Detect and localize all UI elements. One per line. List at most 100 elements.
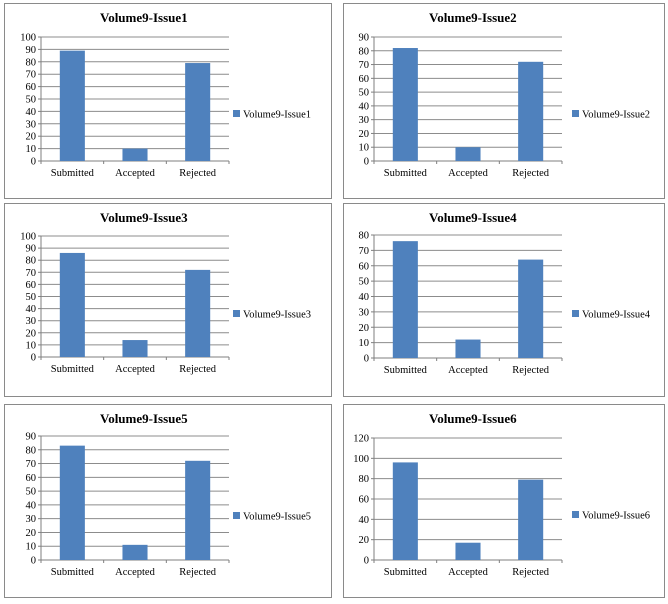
y-tick-label: 70 — [26, 459, 37, 470]
legend-label: Volume9-Issue1 — [243, 110, 311, 121]
y-tick-label: 60 — [359, 74, 370, 85]
bar-rejected — [518, 259, 544, 358]
bar-accepted — [122, 148, 148, 161]
legend-label: Volume9-Issue3 — [243, 310, 311, 321]
x-tick-label: Submitted — [384, 365, 428, 376]
legend-label: Volume9-Issue5 — [243, 512, 311, 523]
x-tick-label: Accepted — [115, 168, 155, 179]
legend-label: Volume9-Issue2 — [582, 110, 650, 121]
y-tick-label: 90 — [26, 244, 37, 255]
y-tick-label: 0 — [364, 157, 369, 168]
y-tick-label: 30 — [26, 514, 37, 525]
y-tick-label: 40 — [359, 515, 370, 526]
y-tick-label: 60 — [26, 82, 37, 93]
y-tick-label: 50 — [26, 487, 37, 498]
x-tick-label: Rejected — [512, 365, 549, 376]
y-tick-label: 20 — [359, 323, 370, 334]
bar-rejected — [185, 63, 211, 161]
y-tick-label: 70 — [26, 268, 37, 279]
chart-panel-6: Volume9-Issue6 0 20 40 60 80 100 120 Submitted Ac… — [343, 404, 665, 598]
x-tick-label: Submitted — [51, 364, 95, 375]
x-tick-label: Rejected — [512, 567, 549, 578]
y-tick-label: 20 — [359, 129, 370, 140]
legend-swatch — [233, 310, 240, 317]
x-tick-label: Rejected — [179, 364, 216, 375]
y-tick-label: 50 — [26, 95, 37, 106]
y-tick-label: 40 — [26, 304, 37, 315]
y-tick-label: 0 — [31, 353, 36, 364]
chart-title: Volume9-Issue5 — [100, 411, 188, 426]
y-tick-label: 10 — [359, 338, 370, 349]
y-tick-label: 20 — [26, 528, 37, 539]
y-tick-label: 80 — [359, 46, 370, 57]
y-tick-label: 50 — [359, 277, 370, 288]
chart-panel-3: Volume9-Issue3 0 10 20 30 40 50 60 70 80 90 100 Subm… — [4, 203, 332, 397]
y-tick-label: 20 — [359, 535, 370, 546]
y-tick-label: 100 — [20, 33, 36, 44]
y-tick-label: 0 — [364, 556, 369, 567]
bar-submitted — [392, 462, 418, 560]
y-tick-label: 90 — [359, 33, 370, 44]
y-tick-label: 40 — [26, 107, 37, 118]
legend-label: Volume9-Issue6 — [582, 511, 650, 522]
chart-svg: Volume9-Issue4 0 10 20 30 40 50 60 70 80 Submitted… — [359, 210, 651, 376]
chart-panel-2: Volume9-Issue2 0 10 20 30 40 50 60 70 80 90 Submitt… — [343, 3, 665, 199]
bar-rejected — [518, 61, 544, 161]
legend-swatch — [572, 511, 579, 518]
bar-submitted — [59, 252, 85, 357]
y-tick-label: 120 — [353, 434, 369, 445]
y-tick-label: 90 — [26, 45, 37, 56]
chart-title: Volume9-Issue4 — [429, 210, 517, 225]
x-tick-label: Accepted — [448, 567, 488, 578]
bar-submitted — [59, 445, 85, 560]
y-tick-label: 80 — [26, 57, 37, 68]
legend-swatch — [572, 310, 579, 317]
y-tick-label: 0 — [31, 157, 36, 168]
x-tick-label: Submitted — [384, 567, 428, 578]
y-tick-label: 60 — [26, 280, 37, 291]
bar-submitted — [392, 241, 418, 358]
y-tick-label: 50 — [359, 88, 370, 99]
y-tick-label: 70 — [359, 246, 370, 257]
y-tick-label: 40 — [359, 292, 370, 303]
x-tick-label: Accepted — [115, 364, 155, 375]
y-tick-label: 90 — [26, 432, 37, 443]
legend-swatch — [572, 110, 579, 117]
x-tick-label: Accepted — [448, 168, 488, 179]
y-tick-label: 30 — [359, 115, 370, 126]
chart-title: Volume9-Issue1 — [100, 10, 188, 25]
bar-accepted — [455, 339, 481, 358]
y-tick-label: 30 — [359, 307, 370, 318]
y-tick-label: 80 — [26, 445, 37, 456]
y-tick-label: 30 — [26, 316, 37, 327]
bar-accepted — [122, 340, 148, 357]
y-tick-label: 30 — [26, 119, 37, 130]
y-tick-label: 0 — [364, 354, 369, 365]
bar-rejected — [185, 269, 211, 357]
y-tick-label: 10 — [26, 542, 37, 553]
legend-swatch — [233, 110, 240, 117]
chart-title: Volume9-Issue6 — [429, 411, 517, 426]
chart-panel-4: Volume9-Issue4 0 10 20 30 40 50 60 70 80 Submitted… — [343, 203, 665, 397]
bar-rejected — [185, 460, 211, 560]
chart-svg: Volume9-Issue5 0 10 20 30 40 50 60 70 80 90 Submitt… — [26, 411, 312, 578]
bar-accepted — [122, 544, 148, 560]
y-tick-label: 70 — [26, 70, 37, 81]
chart-panel-1: Volume9-Issue1 0 10 20 30 40 50 60 70 80 90 100 Subm… — [4, 3, 332, 199]
x-tick-label: Rejected — [179, 168, 216, 179]
y-tick-label: 80 — [359, 231, 370, 242]
y-tick-label: 50 — [26, 292, 37, 303]
x-tick-label: Accepted — [448, 365, 488, 376]
y-tick-label: 40 — [26, 500, 37, 511]
bar-accepted — [455, 542, 481, 560]
x-tick-label: Submitted — [51, 168, 95, 179]
legend-label: Volume9-Issue4 — [582, 310, 651, 321]
x-tick-label: Submitted — [384, 168, 428, 179]
chart-panel-5: Volume9-Issue5 0 10 20 30 40 50 60 70 80 90 Submitt… — [4, 404, 332, 598]
y-tick-label: 0 — [31, 556, 36, 567]
y-tick-label: 20 — [26, 132, 37, 143]
x-tick-label: Rejected — [179, 567, 216, 578]
bar-submitted — [392, 48, 418, 162]
y-tick-label: 60 — [359, 261, 370, 272]
